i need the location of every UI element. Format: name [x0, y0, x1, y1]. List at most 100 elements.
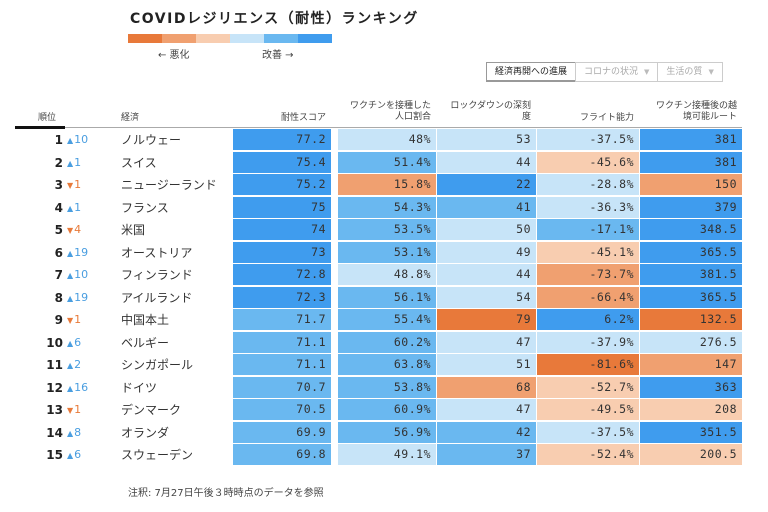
rank-change-value: 1	[74, 403, 82, 416]
rank: 10	[46, 335, 63, 350]
cell-score: 75.4	[233, 151, 331, 173]
rank: 9	[54, 313, 63, 327]
cell-score: 71.1	[233, 331, 331, 353]
header-line: 境可能ルート	[682, 112, 737, 122]
cell-vac: 51.4%	[338, 151, 436, 173]
cell-vac: 48%	[338, 129, 436, 150]
cell-flight: -73.7%	[537, 264, 639, 285]
cell-score: 70.7	[233, 376, 331, 398]
rank-change-value: 16	[74, 380, 89, 394]
rank-change: ▲19	[67, 242, 88, 265]
rank: 12	[46, 380, 63, 395]
header-line: ロックダウンの深刻	[450, 101, 531, 111]
header-rank[interactable]: 順位	[38, 113, 57, 123]
rank-change-value: 2	[74, 358, 82, 371]
rank-change: ▼4	[67, 219, 81, 242]
rank-change-value: 19	[74, 290, 89, 304]
country-name: ノルウェー	[121, 133, 182, 147]
country-name: 米国	[121, 223, 146, 237]
country-name: スウェーデン	[121, 448, 194, 462]
cell-score: 73	[233, 241, 331, 263]
table-row: 2 ▲1 スイス 75.4 51.4% 44 -45.6% 381	[0, 151, 768, 175]
table-row: 10 ▲6 ベルギー 71.1 60.2% 47 -37.9% 276.5	[0, 331, 768, 355]
rank-change-value: 4	[74, 223, 82, 236]
arrow-up-icon: ▲	[67, 383, 74, 393]
cell-lock: 47	[437, 399, 536, 420]
rank: 6	[54, 245, 63, 260]
header-line: ワクチンを接種した	[349, 101, 431, 111]
rank-change: ▲6	[67, 332, 81, 355]
country-name: 中国本土	[121, 313, 170, 327]
rank-change: ▲10	[67, 129, 88, 152]
rank-change: ▼1	[67, 309, 81, 332]
cell-route: 348.5	[640, 219, 742, 240]
cell-route: 363	[640, 376, 742, 398]
rank: 13	[46, 403, 63, 417]
rank-change: ▲8	[67, 422, 81, 445]
rank-change-value: 8	[74, 425, 82, 439]
table-row: 15 ▲6 スウェーデン 69.8 49.1% 37 -52.4% 200.5	[0, 444, 768, 466]
tab-covid-status[interactable]: コロナの状況 ▼	[575, 62, 659, 82]
cell-vac: 56.9%	[338, 421, 436, 443]
rank-change-value: 10	[74, 268, 89, 281]
cell-vac: 53.5%	[338, 219, 436, 240]
tab-quality-of-life[interactable]: 生活の質 ▼	[657, 62, 723, 82]
rank-change: ▼1	[67, 399, 81, 422]
header-divider	[15, 127, 742, 128]
cell-vac: 49.1%	[338, 444, 436, 465]
rank: 15	[46, 448, 63, 462]
legend-swatch	[230, 34, 264, 43]
rank-change: ▲1	[67, 152, 81, 175]
cell-score: 72.3	[233, 286, 331, 308]
cell-lock: 68	[437, 376, 536, 398]
table-row: 3 ▼1 ニュージーランド 75.2 15.8% 22 -28.8% 150	[0, 174, 768, 196]
cell-vac: 60.9%	[338, 399, 436, 420]
arrow-up-icon: ▲	[67, 338, 74, 348]
cell-score: 69.9	[233, 421, 331, 443]
table-row: 13 ▼1 デンマーク 70.5 60.9% 47 -49.5% 208	[0, 399, 768, 421]
cell-flight: -28.8%	[537, 174, 639, 195]
tab-economic-reopening[interactable]: 経済再開への進展	[486, 62, 577, 82]
category-tabs: 経済再開への進展 コロナの状況 ▼ 生活の質 ▼	[486, 62, 723, 82]
cell-lock: 44	[437, 264, 536, 285]
cell-vac: 63.8%	[338, 354, 436, 375]
cell-flight: -17.1%	[537, 219, 639, 240]
rank-change: ▲1	[67, 197, 81, 220]
cell-lock: 49	[437, 241, 536, 263]
header-vaccinated[interactable]: ワクチンを接種した 人口割合	[338, 101, 431, 123]
cell-route: 381	[640, 151, 742, 173]
country-name: シンガポール	[121, 358, 194, 372]
country-name: オーストリア	[121, 245, 193, 260]
table-row: 14 ▲8 オランダ 69.9 56.9% 42 -37.5% 351.5	[0, 421, 768, 445]
country-name: オランダ	[121, 425, 170, 440]
rank-change-value: 1	[74, 200, 82, 214]
rank-change: ▲10	[67, 264, 88, 287]
table-row: 11 ▲2 シンガポール 71.1 63.8% 51 -81.6% 147	[0, 354, 768, 376]
table-row: 9 ▼1 中国本土 71.7 55.4% 79 6.2% 132.5	[0, 309, 768, 331]
legend-swatch	[196, 34, 230, 43]
header-lockdown[interactable]: ロックダウンの深刻 度	[437, 101, 531, 123]
header-flight[interactable]: フライト能力	[579, 113, 634, 123]
rank-change-value: 1	[74, 313, 82, 326]
table-row: 12 ▲16 ドイツ 70.7 53.8% 68 -52.7% 363	[0, 376, 768, 399]
cell-flight: -66.4%	[537, 286, 639, 308]
country-name: ニュージーランド	[121, 178, 217, 192]
rank-change-value: 10	[74, 133, 89, 146]
cell-vac: 55.4%	[338, 309, 436, 330]
country-name: デンマーク	[121, 403, 182, 417]
cell-flight: 6.2%	[537, 309, 639, 330]
rank: 14	[46, 425, 63, 440]
header-route[interactable]: ワクチン接種後の越 境可能ルート	[640, 101, 737, 123]
table-row: 4 ▲1 フランス 75 54.3% 41 -36.3% 379	[0, 196, 768, 220]
arrow-up-icon: ▲	[67, 248, 74, 258]
cell-flight: -81.6%	[537, 354, 639, 375]
header-score[interactable]: 耐性スコア	[280, 113, 326, 123]
legend-swatch	[264, 34, 298, 43]
cell-route: 150	[640, 174, 742, 195]
legend-swatch	[162, 34, 196, 43]
rank: 3	[54, 178, 63, 192]
rank-change-value: 6	[74, 448, 82, 461]
header-economy[interactable]: 経済	[121, 113, 140, 123]
cell-score: 75	[233, 196, 331, 218]
cell-lock: 51	[437, 354, 536, 375]
